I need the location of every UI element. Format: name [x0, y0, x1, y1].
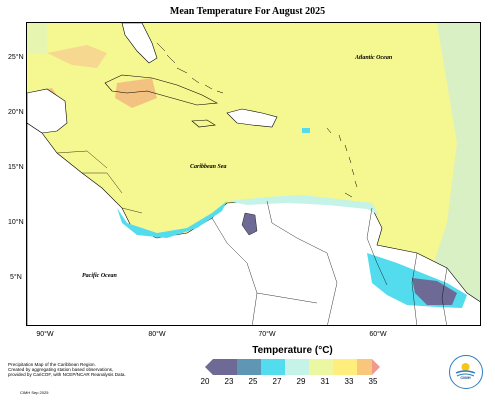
lon-label-90: 90°W	[25, 331, 65, 338]
lon-label-70: 70°W	[247, 331, 287, 338]
map-title: Mean Temperature For August 2025	[0, 6, 495, 17]
legend-swatch-4	[285, 359, 309, 375]
lat-label-20: 20°N	[8, 109, 24, 116]
legend-tick: 35	[363, 377, 383, 386]
legend-swatch-5	[309, 359, 333, 375]
credit-text: Precipitation Map of the Caribbean Regio…	[8, 362, 143, 378]
legend-tick: 20	[195, 377, 215, 386]
cimh-logo-icon	[450, 356, 481, 387]
caribbean-sea-label: Caribbean Sea	[190, 164, 227, 170]
legend-tick: 25	[243, 377, 263, 386]
legend-swatch-2	[237, 359, 261, 375]
puerto-rico-cyan	[302, 128, 310, 133]
map-canvas	[27, 23, 481, 326]
legend-colorbar	[205, 359, 380, 375]
lat-label-10: 10°N	[8, 219, 24, 226]
legend-tick: 23	[219, 377, 239, 386]
legend-tick: 33	[339, 377, 359, 386]
lat-label-5: 5°N	[10, 274, 22, 281]
legend-swatch-1	[213, 359, 237, 375]
legend-swatch-6	[333, 359, 357, 375]
legend-tick: 31	[315, 377, 335, 386]
legend-swatch-3	[261, 359, 285, 375]
legend-tick: 27	[267, 377, 287, 386]
temperature-map	[26, 22, 481, 326]
legend-swatch-7	[357, 359, 372, 375]
lat-label-25: 25°N	[8, 54, 24, 61]
pacific-ocean-label: Pacific Ocean	[82, 273, 117, 279]
credit-footer: CIMH Sep 2025	[20, 390, 48, 395]
lon-label-80: 80°W	[137, 331, 177, 338]
legend-swatch-8	[372, 359, 380, 375]
legend-swatch-0	[205, 359, 213, 375]
legend-title: Temperature (°C)	[205, 345, 380, 356]
lon-label-60: 60°W	[358, 331, 398, 338]
zone-light-green	[27, 23, 47, 53]
lat-label-15: 15°N	[8, 164, 24, 171]
cimh-logo: CIMH	[449, 355, 483, 389]
credit-line-3: provided by CariCOF, with NCEP/NCAR Rean…	[8, 372, 143, 377]
atlantic-ocean-label: Atlantic Ocean	[355, 55, 392, 61]
cimh-logo-text: CIMH	[450, 375, 481, 380]
legend-ticks: 20 23 25 27 29 31 33 35	[190, 377, 390, 389]
legend-tick: 29	[291, 377, 311, 386]
